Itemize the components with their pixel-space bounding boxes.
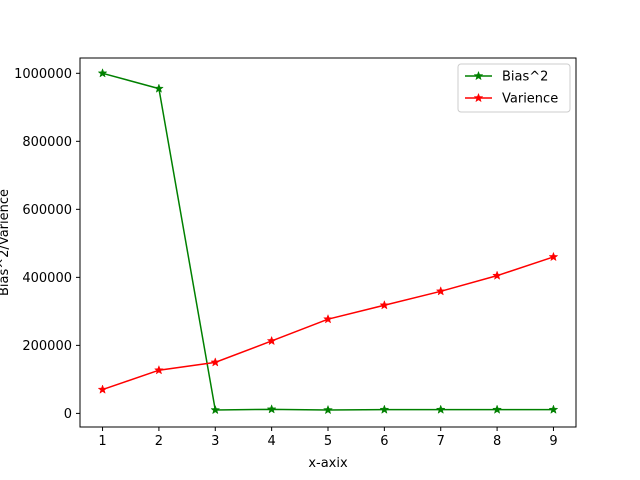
data-point-varience (210, 357, 221, 367)
data-point-bias-2 (492, 404, 503, 414)
legend-label: Varience (502, 92, 558, 107)
x-tick-label: 3 (211, 434, 219, 449)
data-point-bias-2 (97, 68, 108, 78)
x-tick-label: 2 (155, 434, 163, 449)
data-point-varience (379, 300, 390, 310)
legend-label: Bias^2 (502, 70, 548, 85)
data-point-bias-2 (548, 404, 559, 414)
x-tick-label: 9 (549, 434, 557, 449)
legend: Bias^2 Varience (457, 63, 571, 113)
y-axis-ticks: 0 200000 400000 600000 800000 1000000 (14, 67, 80, 422)
y-tick-label: 1000000 (14, 67, 72, 82)
legend-swatch-marker (473, 92, 484, 103)
y-tick-label: 400000 (22, 271, 72, 286)
data-point-bias-2 (210, 404, 221, 415)
x-tick-label: 5 (324, 434, 332, 449)
data-point-bias-2 (379, 404, 390, 414)
data-point-varience (323, 313, 333, 324)
data-point-varience (97, 384, 108, 394)
x-axis-ticks: 1 2 3 4 5 6 7 8 9 (98, 427, 558, 449)
legend-swatch-marker (473, 70, 484, 81)
data-point-bias-2 (153, 83, 164, 93)
data-point-bias-2 (266, 404, 277, 414)
x-axis-label: x-axix (308, 456, 348, 471)
y-tick-label: 0 (64, 407, 72, 422)
y-tick-label: 800000 (22, 135, 72, 150)
y-tick-label: 600000 (22, 203, 72, 218)
y-tick-label: 200000 (22, 339, 72, 354)
series-layer (97, 68, 559, 415)
x-tick-label: 6 (380, 434, 388, 449)
y-axis-label: Bias^2/Varience (0, 189, 12, 296)
x-tick-label: 1 (98, 434, 106, 449)
data-point-bias-2 (323, 404, 333, 415)
data-point-varience (153, 364, 164, 375)
data-point-bias-2 (435, 404, 446, 414)
data-point-varience (548, 251, 559, 262)
data-point-varience (435, 286, 446, 296)
data-point-varience (266, 335, 277, 346)
x-tick-label: 8 (493, 434, 501, 449)
x-tick-label: 4 (267, 434, 275, 449)
data-point-varience (492, 270, 503, 280)
x-tick-label: 7 (437, 434, 445, 449)
